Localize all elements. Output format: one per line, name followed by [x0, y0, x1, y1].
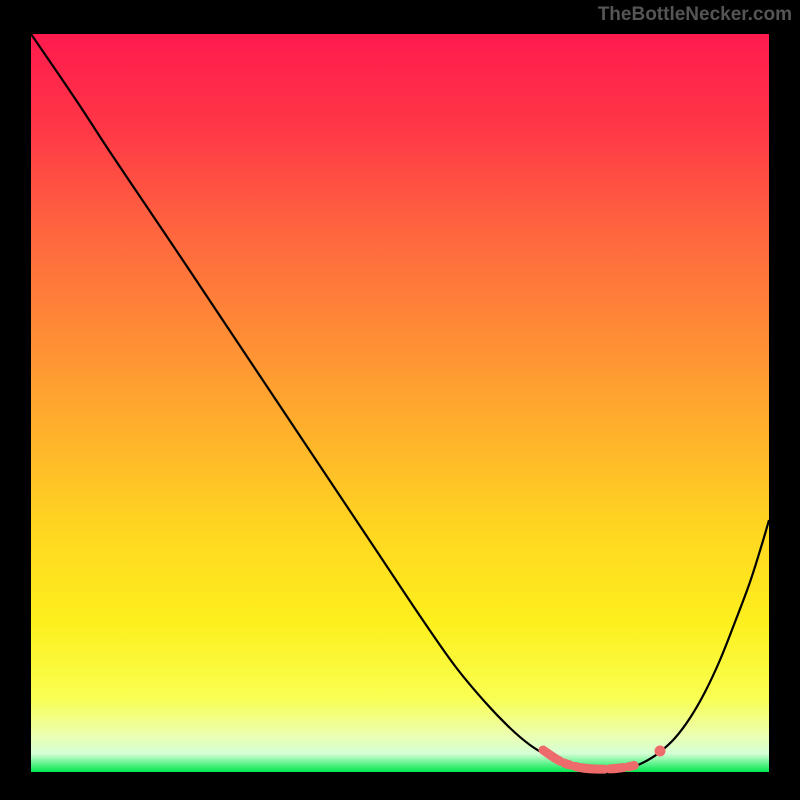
plot-bg	[31, 34, 769, 772]
watermark-text: TheBottleNecker.com	[598, 4, 792, 26]
highlight-dot	[655, 746, 666, 757]
bottleneck-chart	[0, 0, 800, 800]
chart-container: TheBottleNecker.com	[0, 0, 800, 800]
